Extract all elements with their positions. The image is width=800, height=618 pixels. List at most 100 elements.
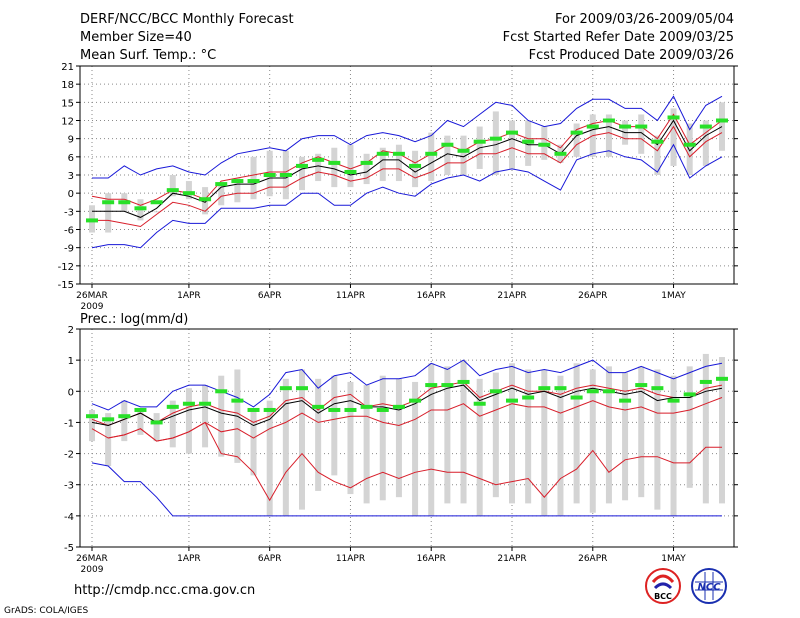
figure-title: DERF/NCC/BCC Monthly Forecast [80, 12, 294, 27]
temp-ytick-label: -6 [64, 226, 74, 237]
temp-ytick-label: 18 [61, 80, 74, 91]
prec-observed-marker [247, 407, 260, 412]
temp-observed-marker [409, 163, 422, 168]
temp-xtick-label: 26APR [578, 291, 607, 301]
temp-ensemble-box [460, 135, 467, 175]
temp-ytick-label: -9 [64, 244, 74, 255]
temp-observed-marker [473, 139, 486, 144]
prec-observed-marker [328, 407, 341, 412]
prec-series-p10 [108, 421, 722, 502]
temp-xtick-label: 11APR [336, 291, 365, 301]
temp-xtick-label: 1MAY [661, 291, 686, 301]
temp-xtick-label: 16APR [417, 291, 446, 301]
temp-ytick-label: 12 [61, 117, 74, 128]
temp-observed-marker [554, 151, 567, 156]
prec-observed-marker [425, 383, 438, 388]
prec-observed-marker [199, 401, 212, 406]
prec-observed-marker [716, 376, 728, 381]
prec-observed-marker [166, 404, 179, 409]
temp-ensemble-box [702, 120, 709, 166]
temp-observed-marker [199, 197, 212, 202]
temp-ytick-label: 3 [68, 171, 74, 182]
temp-observed-marker [570, 130, 583, 135]
prec-observed-marker [118, 414, 131, 419]
prec-ensemble-box [444, 366, 451, 504]
temp-ensemble-box [153, 211, 160, 213]
prec-ensemble-box [476, 378, 483, 516]
prec-observed-marker [182, 401, 195, 406]
prec-ytick-label: -3 [64, 481, 74, 492]
prec-ensemble-box [702, 353, 709, 504]
prec-ensemble-box [509, 363, 515, 504]
temp-observed-marker [457, 148, 470, 153]
temp-ensemble-box [719, 102, 725, 151]
prec-ensemble-box [315, 378, 322, 491]
prec-observed-marker [522, 395, 535, 400]
temp-ytick-label: 15 [61, 98, 74, 109]
temp-observed-marker [296, 163, 308, 168]
temp-observed-marker [683, 142, 696, 147]
prec-observed-marker [279, 386, 292, 391]
temp-observed-marker [619, 124, 632, 129]
prec-ensemble-box [250, 409, 257, 476]
prec-ytick-label: -4 [64, 512, 74, 523]
prec-observed-marker [344, 407, 357, 412]
temp-series-upper [91, 113, 723, 206]
temp-observed-marker [247, 179, 260, 184]
prec-ensemble-box [137, 409, 144, 435]
temp-ensemble-box [492, 111, 499, 175]
prec-observed-marker [360, 404, 373, 409]
prec-series-max [91, 359, 723, 411]
temp-ensemble-box [105, 193, 112, 233]
prec-ensemble-box [121, 400, 128, 442]
temp-observed-marker [182, 191, 195, 196]
temp-ensemble-box [379, 147, 386, 182]
prec-observed-marker [602, 389, 615, 394]
prec-observed-marker [392, 404, 405, 409]
prec-series-mean [91, 384, 723, 427]
prec-ensemble-box [153, 413, 160, 442]
prec-xtick-label: 11APR [336, 554, 365, 564]
temp-ensemble-box [605, 114, 612, 157]
temp-ensemble-box [670, 108, 677, 166]
temp-ytick-label: 0 [68, 189, 74, 200]
temp-ytick-label: -15 [58, 280, 74, 291]
temp-observed-marker [392, 151, 405, 156]
temp-xtick-label: 1APR [177, 291, 201, 301]
prec-ensemble-box [492, 372, 499, 498]
prec-ytick-label: 1 [68, 356, 74, 367]
prec-xtick-label: 21APR [497, 554, 526, 564]
precipitation-label: Prec.: log(mm/d) [80, 312, 188, 327]
temp-ensemble-box [395, 144, 402, 182]
prec-ensemble-box [525, 369, 532, 504]
forecast-produced-date: Fcst Produced Date 2009/03/26 [529, 48, 734, 63]
prec-ensemble-box [202, 385, 209, 448]
temp-observed-marker [635, 124, 648, 129]
prec-ensemble-box [282, 378, 289, 516]
temp-ensemble-box [185, 181, 192, 200]
temp-observed-marker [716, 118, 728, 123]
temp-ensemble-box [509, 120, 515, 169]
source-url[interactable]: http://cmdp.ncc.cma.gov.cn [74, 583, 255, 598]
temp-observed-marker [602, 118, 615, 123]
prec-observed-marker [134, 407, 147, 412]
prec-observed-marker [263, 407, 276, 412]
temp-observed-marker [651, 139, 664, 144]
temp-observed-marker [344, 169, 357, 174]
variable-label: Mean Surf. Temp.: °C [80, 48, 216, 63]
prec-xtick-label: 1APR [177, 554, 201, 564]
prec-observed-marker [473, 401, 486, 406]
temp-ensemble-box [363, 153, 370, 185]
temp-ensemble-box [428, 132, 435, 182]
temp-ensemble-box [234, 178, 241, 203]
temp-observed-marker [506, 130, 518, 135]
prec-observed-marker [651, 386, 664, 391]
ncc-logo-text: NCC [697, 582, 721, 593]
grads-credit: GrADS: COLA/IGES [4, 606, 88, 616]
forecast-start-date: Fcst Started Refer Date 2009/03/25 [503, 30, 734, 45]
temp-series-mean [92, 119, 723, 218]
temp-observed-marker [102, 200, 115, 205]
temp-observed-marker [86, 218, 98, 223]
temp-ytick-label: 9 [68, 135, 74, 146]
